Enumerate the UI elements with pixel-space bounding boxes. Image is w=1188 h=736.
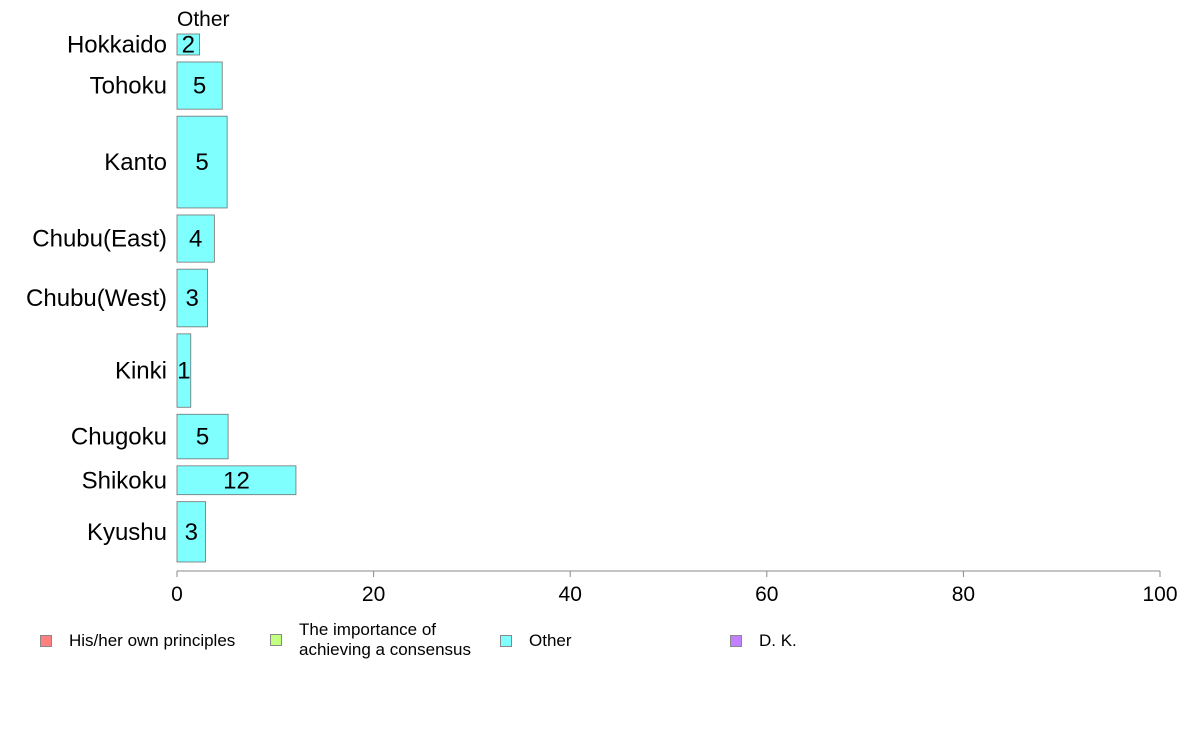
legend-label-dk: D. K. — [759, 631, 797, 650]
legend-item-dk: D. K. — [730, 631, 797, 651]
x-tick-label: 60 — [755, 583, 778, 606]
data-label: 5 — [195, 149, 208, 176]
category-label: Tohoku — [90, 73, 167, 100]
x-tick-label: 40 — [559, 583, 582, 606]
bar-kinki — [176, 333, 192, 408]
legend: His/her own principles The importance of… — [0, 620, 1188, 670]
x-axis: 0 20 40 60 80 100 — [171, 570, 1178, 606]
bar-kanto — [176, 115, 228, 209]
bar-kyushu — [176, 501, 206, 563]
bar-chubu-east- — [176, 214, 215, 263]
legend-swatch-principles — [40, 635, 52, 647]
x-tick-label: 80 — [952, 583, 975, 606]
legend-label-other: Other — [529, 631, 572, 650]
data-label: 4 — [189, 226, 202, 253]
category-label: Kanto — [104, 149, 167, 176]
bars-group: Hokkaido 2 Tohoku 5 Kanto 5 Chubu(East) 4 Chubu(… — [26, 31, 297, 563]
category-label: Hokkaido — [67, 31, 167, 58]
bar-chugoku — [176, 413, 229, 460]
data-label: 3 — [185, 519, 198, 546]
legend-item-consensus: The importance of achieving a consensus — [270, 620, 471, 660]
category-label: Chubu(East) — [32, 226, 167, 253]
legend-label-consensus: The importance of achieving a consensus — [299, 620, 472, 659]
x-tick-label: 100 — [1142, 583, 1177, 606]
category-label: Chugoku — [71, 424, 167, 451]
bar-shikoku — [176, 465, 297, 496]
data-label: 5 — [193, 73, 206, 100]
data-label: 3 — [186, 285, 199, 312]
chart-title: Other — [177, 8, 230, 31]
bar-tohoku — [176, 61, 223, 110]
data-label: 12 — [223, 467, 250, 494]
bar-chubu-west- — [176, 268, 208, 328]
legend-swatch-consensus — [270, 634, 282, 646]
legend-swatch-dk — [730, 635, 742, 647]
legend-item-other: Other — [500, 631, 572, 651]
category-label: Shikoku — [82, 467, 167, 494]
x-tick-label: 0 — [171, 583, 183, 606]
category-label: Chubu(West) — [26, 285, 167, 312]
data-label: 5 — [196, 424, 209, 451]
x-tick-label: 20 — [362, 583, 385, 606]
category-label: Kinki — [115, 358, 167, 385]
legend-item-principles: His/her own principles — [40, 631, 235, 651]
legend-swatch-other — [500, 635, 512, 647]
data-label: 2 — [182, 31, 195, 58]
legend-label-principles: His/her own principles — [69, 631, 236, 650]
bar-hokkaido — [176, 33, 201, 56]
category-label: Kyushu — [87, 519, 167, 546]
data-label: 1 — [177, 358, 190, 385]
